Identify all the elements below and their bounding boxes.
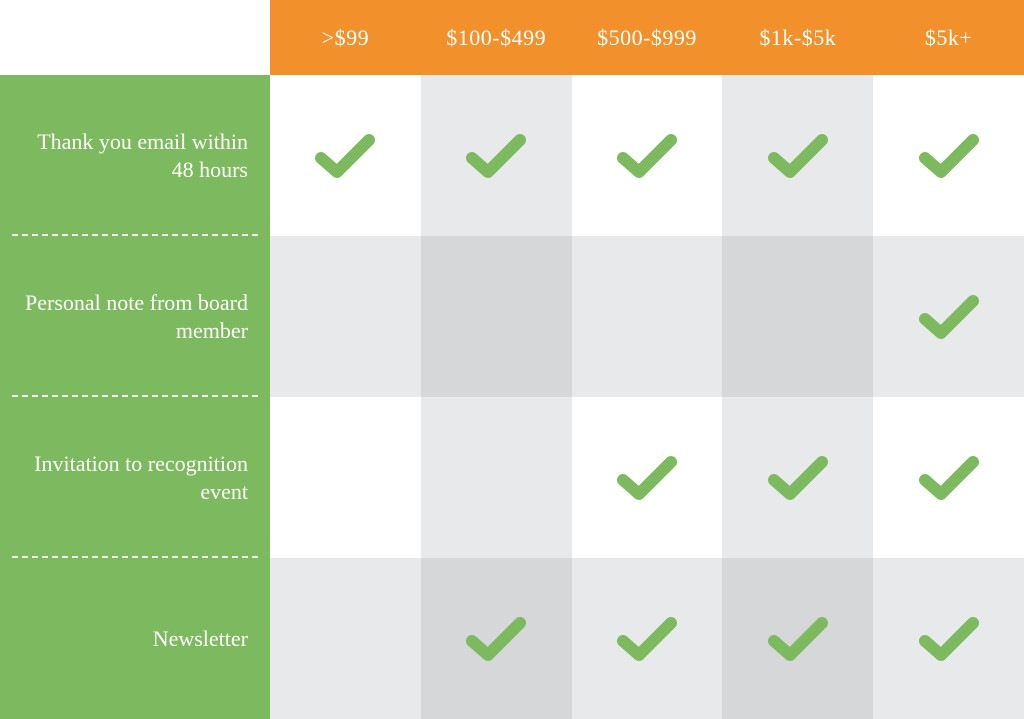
feature-matrix-table: >$99 $100-$499 $500-$999 $1k-$5k $5k+ Thank y… (0, 0, 1024, 719)
column-header-label: $5k+ (925, 25, 972, 51)
table-cell (572, 558, 723, 719)
column-header: $5k+ (873, 0, 1024, 75)
table-cell (572, 236, 723, 397)
check-icon (615, 454, 679, 502)
table-cell (722, 558, 873, 719)
table-cell (270, 558, 421, 719)
table-cell (873, 236, 1024, 397)
column-header: >$99 (270, 0, 421, 75)
row-header-label: Newsletter (153, 625, 248, 653)
table-cell (421, 397, 572, 558)
check-icon (464, 132, 528, 180)
check-icon (917, 454, 981, 502)
table-cell (873, 75, 1024, 236)
table-cell (270, 236, 421, 397)
check-icon (313, 132, 377, 180)
table-cell (421, 75, 572, 236)
row-header: Invitation to recognition event (0, 397, 270, 558)
table-cell (722, 75, 873, 236)
table-cell (421, 558, 572, 719)
table-cell (572, 75, 723, 236)
check-icon (766, 132, 830, 180)
row-header-label: Invitation to recognition event (16, 450, 248, 505)
table-cell (873, 397, 1024, 558)
table-cell (722, 236, 873, 397)
table-cell (270, 397, 421, 558)
column-header-label: >$99 (322, 25, 369, 51)
row-header-label: Personal note from board member (16, 289, 248, 344)
check-icon (615, 615, 679, 663)
table-cell (270, 75, 421, 236)
check-icon (917, 132, 981, 180)
row-header: Newsletter (0, 558, 270, 719)
corner-cell (0, 0, 270, 75)
table-cell (572, 397, 723, 558)
table-cell (873, 558, 1024, 719)
column-header: $1k-$5k (722, 0, 873, 75)
column-header-label: $100-$499 (446, 25, 546, 51)
column-header: $500-$999 (572, 0, 723, 75)
check-icon (917, 615, 981, 663)
check-icon (917, 293, 981, 341)
row-header: Thank you email within 48 hours (0, 75, 270, 236)
column-header: $100-$499 (421, 0, 572, 75)
check-icon (766, 615, 830, 663)
table-cell (421, 236, 572, 397)
column-header-label: $500-$999 (597, 25, 697, 51)
row-header-label: Thank you email within 48 hours (16, 128, 248, 183)
column-header-label: $1k-$5k (759, 25, 836, 51)
check-icon (615, 132, 679, 180)
row-header: Personal note from board member (0, 236, 270, 397)
check-icon (766, 454, 830, 502)
check-icon (464, 615, 528, 663)
table-grid: >$99 $100-$499 $500-$999 $1k-$5k $5k+ Thank y… (0, 0, 1024, 719)
table-cell (722, 397, 873, 558)
